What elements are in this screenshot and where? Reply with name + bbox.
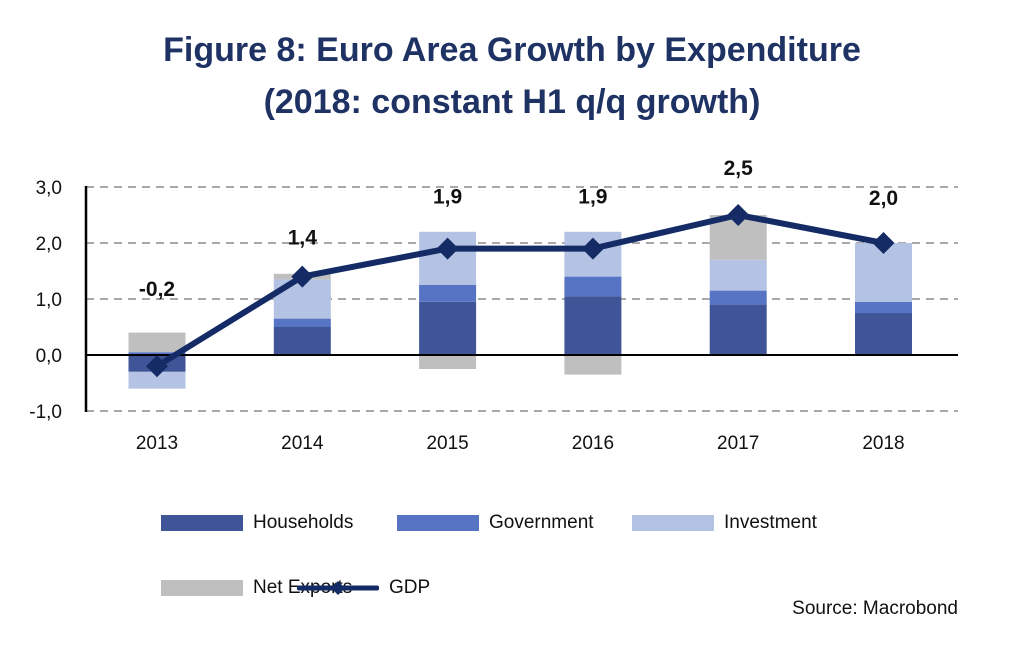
legend-label: Investment xyxy=(724,512,817,533)
x-tick-label: 2016 xyxy=(572,433,614,454)
gdp-data-label: -0,2 xyxy=(139,278,175,301)
gdp-data-label: 1,4 xyxy=(288,227,318,250)
x-tick-label: 2014 xyxy=(281,433,324,454)
legend-label: GDP xyxy=(389,577,431,598)
gdp-marker-2013 xyxy=(146,355,168,378)
legend-label: Households xyxy=(253,512,354,533)
y-tick-label: -1,0 xyxy=(29,402,62,423)
y-tick-label: 1,0 xyxy=(36,290,62,311)
legend-net-exports: Net Exports xyxy=(161,577,352,599)
bar-government-2018 xyxy=(855,301,912,313)
gdp-marker-2018 xyxy=(872,232,895,254)
x-tick-label: 2015 xyxy=(426,433,468,454)
bar-households-2015 xyxy=(419,301,477,355)
gdp-marker-2016 xyxy=(581,237,604,260)
x-tick-label: 2013 xyxy=(136,433,178,454)
gdp-marker-2014 xyxy=(291,265,314,288)
bar-net-exports-2015 xyxy=(419,355,477,369)
legend-line-diamond-icon xyxy=(297,581,379,595)
y-tick-label: 0,0 xyxy=(36,346,62,367)
legend-gdp: GDP xyxy=(297,577,430,599)
bar-households-2014 xyxy=(273,327,331,355)
bar-households-2018 xyxy=(855,313,912,355)
chart-title-line1: Figure 8: Euro Area Growth by Expenditur… xyxy=(163,31,861,69)
bar-net-exports-2016 xyxy=(564,355,622,375)
gdp-data-label: 2,5 xyxy=(724,157,754,180)
bar-households-2017 xyxy=(709,304,767,355)
gdp-line xyxy=(155,212,885,369)
legend-swatch xyxy=(397,515,479,531)
legend-label: Government xyxy=(489,512,594,533)
bar-government-2013 xyxy=(128,352,186,355)
bar-government-2016 xyxy=(564,276,622,297)
x-tick-label: 2018 xyxy=(862,433,904,454)
legend-government: Government xyxy=(397,512,594,534)
gdp-marker-2017 xyxy=(727,204,750,226)
legend-swatch xyxy=(161,515,243,531)
bar-investment-2013 xyxy=(128,371,186,389)
gdp-data-label: 1,9 xyxy=(433,186,462,209)
bar-government-2015 xyxy=(419,285,477,302)
chart-title-line2: (2018: constant H1 q/q growth) xyxy=(263,83,761,121)
gdp-marker-2015 xyxy=(436,237,459,260)
source-note: Source: Macrobond xyxy=(792,598,958,619)
bar-government-2017 xyxy=(709,290,767,305)
legend-swatch xyxy=(632,515,714,531)
y-tick-label: 2,0 xyxy=(36,234,62,255)
bar-households-2016 xyxy=(564,296,622,355)
legend-swatch xyxy=(161,580,243,596)
bar-net-exports-2013 xyxy=(128,332,186,353)
bar-investment-2017 xyxy=(709,259,767,291)
x-tick-label: 2017 xyxy=(717,433,759,454)
gdp-data-label: 2,0 xyxy=(869,187,898,210)
gdp-data-label: 1,9 xyxy=(578,186,607,209)
y-tick-label: 3,0 xyxy=(36,178,62,199)
bar-government-2014 xyxy=(273,318,331,327)
legend-investment: Investment xyxy=(632,512,817,534)
legend-households: Households xyxy=(161,512,353,534)
